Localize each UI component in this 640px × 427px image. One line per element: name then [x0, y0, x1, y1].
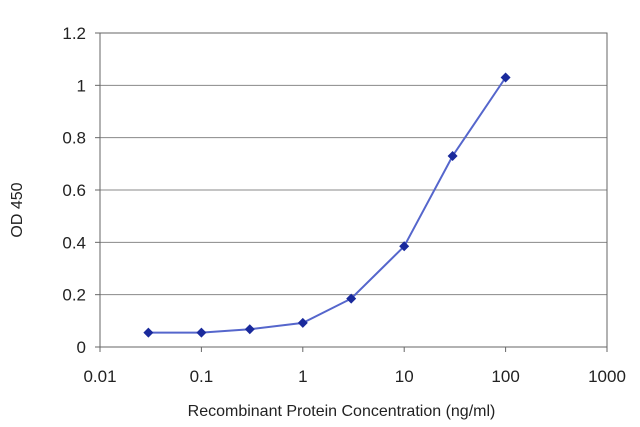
y-tick-label: 1.2: [62, 24, 86, 43]
x-tick-label: 1000: [588, 367, 626, 386]
y-tick-label: 1: [77, 76, 86, 95]
x-tick-label: 10: [395, 367, 414, 386]
series-layer: [143, 72, 511, 338]
x-tick-label: 1: [298, 367, 307, 386]
x-axis-ticks: 0.01 0.1 1 10 100 1000: [83, 347, 626, 386]
x-tick-label: 100: [491, 367, 519, 386]
y-tick-label: 0.6: [62, 181, 86, 200]
x-axis-title: Recombinant Protein Concentration (ng/ml…: [188, 403, 496, 420]
x-tick-label: 0.01: [83, 367, 116, 386]
data-point: [297, 317, 308, 328]
data-point: [346, 293, 357, 304]
data-point: [447, 150, 458, 161]
series-line: [148, 76, 507, 334]
y-tick-label: 0.4: [62, 233, 86, 252]
data-point: [244, 324, 255, 335]
y-tick-label: 0: [77, 338, 86, 357]
y-axis-ticks: 0 0.2 0.4 0.6 0.8 1 1.2: [62, 24, 100, 357]
y-tick-label: 0.2: [62, 286, 86, 305]
data-point: [143, 327, 154, 338]
data-point: [399, 241, 410, 252]
y-tick-label: 0.8: [62, 129, 86, 148]
data-point: [196, 327, 207, 338]
data-point: [500, 72, 511, 83]
x-tick-label: 0.1: [190, 367, 214, 386]
grid: [100, 84, 607, 296]
y-axis-title: OD 450: [9, 182, 26, 237]
